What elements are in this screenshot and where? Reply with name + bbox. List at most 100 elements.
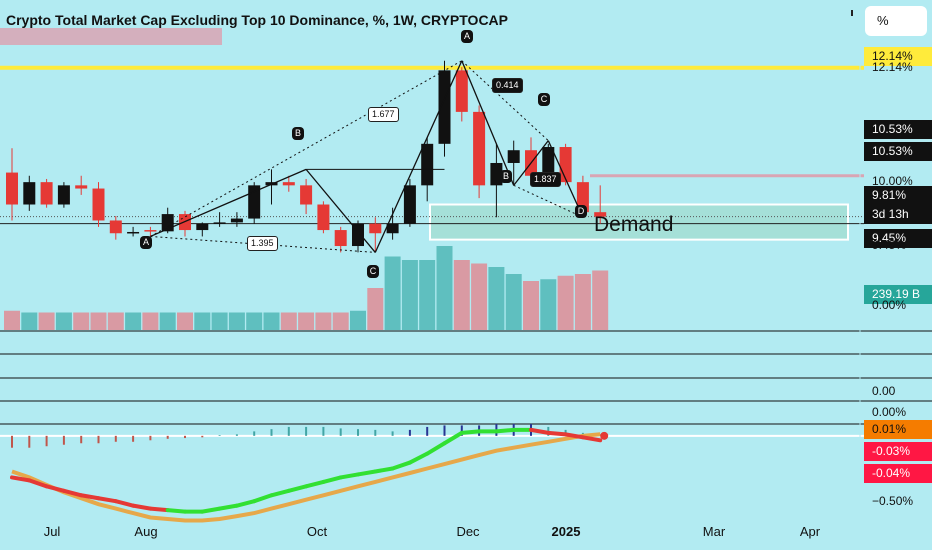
volume-bar — [488, 267, 505, 330]
fast-line-segment — [200, 506, 222, 514]
demand-label: Demand — [594, 213, 674, 236]
volume-bar — [332, 312, 349, 330]
candle-body — [386, 223, 399, 234]
volume-bar — [4, 310, 20, 330]
volume-bar — [228, 312, 245, 330]
fast-line-segment — [61, 488, 84, 498]
redacted-overlay — [0, 28, 222, 45]
fast-line-segment — [252, 493, 274, 504]
fast-line-segment — [321, 475, 343, 484]
candle-body — [40, 182, 53, 205]
unit-button[interactable]: % — [865, 6, 927, 36]
axis-tick-label: 0.00% — [872, 405, 907, 419]
volume-bar — [557, 275, 574, 330]
volume-bar — [107, 312, 124, 330]
volume-bar — [263, 312, 280, 330]
volume-bar — [194, 312, 211, 330]
fast-line-segment — [10, 475, 32, 483]
candle-body — [542, 147, 555, 176]
candle-body — [507, 150, 520, 163]
volume-bar — [246, 312, 263, 330]
axis-tick-label: 0.00 — [872, 384, 896, 398]
volume-bar — [142, 312, 159, 330]
time-axis-label: Aug — [134, 524, 158, 539]
candle-body — [57, 185, 70, 205]
volume-bar — [471, 263, 488, 330]
volume-bar — [21, 312, 38, 330]
volume-bar — [540, 279, 557, 330]
price-label: 10.53% — [864, 142, 932, 161]
price-label: 10.53% — [864, 120, 932, 139]
demand-zone — [429, 203, 849, 241]
pattern-point-label: C — [538, 93, 550, 106]
fast-line-segment — [79, 493, 101, 501]
volume-bar — [211, 312, 228, 330]
fast-line-segment — [356, 469, 378, 477]
candle-body — [317, 204, 330, 231]
pattern-ratio-label: 0.414 — [492, 78, 523, 93]
fast-line-segment — [269, 488, 291, 498]
price-label: 9.81% — [864, 186, 932, 205]
pattern-leg — [150, 168, 307, 238]
candle-body — [92, 188, 105, 221]
pattern-leg — [305, 168, 376, 253]
fast-line-segment — [131, 503, 153, 511]
pattern-ratio-label: 1.677 — [368, 107, 399, 122]
fast-line-segment — [494, 427, 516, 434]
candle-body — [6, 172, 18, 205]
cross-marker — [600, 431, 609, 440]
price-label: 9.45% — [864, 229, 932, 248]
fast-line-segment — [27, 478, 49, 489]
volume-bar — [315, 312, 332, 330]
volume-bar — [177, 312, 193, 330]
candle-body — [455, 70, 468, 112]
candle-body — [334, 230, 347, 247]
candle-body — [230, 218, 243, 223]
fast-line-segment — [563, 432, 585, 440]
fast-line-segment — [165, 508, 187, 514]
pattern-point-label: A — [140, 236, 152, 249]
price-label: -0.04% — [864, 464, 932, 483]
volume-bar — [55, 312, 72, 330]
axis-tick-label: 10.00% — [872, 174, 913, 188]
time-axis-label: Oct — [306, 524, 328, 539]
time-axis-label: Apr — [799, 524, 821, 539]
candle-body — [473, 111, 486, 186]
fast-line-segment — [286, 484, 309, 493]
fast-line-segment — [96, 496, 118, 504]
fast-line-segment — [529, 427, 551, 435]
axis-tick-label: −0.50% — [872, 494, 914, 508]
price-label: 239.19 B — [864, 285, 932, 304]
pattern-leg — [513, 140, 549, 186]
time-axis-label: Dec — [456, 524, 480, 539]
fast-line-segment — [580, 435, 603, 443]
candle-body — [75, 185, 88, 189]
more-dot[interactable] — [851, 10, 853, 16]
volume-bar — [419, 260, 436, 330]
candle-body — [127, 231, 140, 234]
volume-bar — [592, 270, 609, 330]
volume-bar — [125, 312, 142, 330]
chart-title: Crypto Total Market Cap Excluding Top 10… — [6, 12, 509, 28]
pattern-leg — [461, 60, 515, 186]
candle-body — [23, 182, 36, 205]
volume-bar — [367, 288, 384, 330]
fast-line-segment — [234, 499, 257, 508]
volume-bar — [73, 312, 90, 330]
fast-line-segment — [442, 430, 464, 446]
price-label: 0.01% — [864, 420, 932, 439]
candle-body — [352, 223, 364, 247]
pattern-ratio-label: 1.395 — [247, 236, 278, 251]
candle-body — [109, 220, 122, 234]
candle-body — [300, 185, 313, 205]
axis-tick-label: 0.00% — [872, 298, 907, 312]
volume-bar — [505, 274, 522, 330]
pattern-leg — [547, 140, 584, 218]
axis-tick-label: 9.45% — [872, 238, 907, 252]
volume-bar — [453, 260, 470, 330]
volume-bar — [280, 312, 297, 330]
volume-bar — [401, 260, 418, 330]
volume-bar — [298, 312, 315, 330]
pattern-point-label: C — [367, 265, 379, 278]
